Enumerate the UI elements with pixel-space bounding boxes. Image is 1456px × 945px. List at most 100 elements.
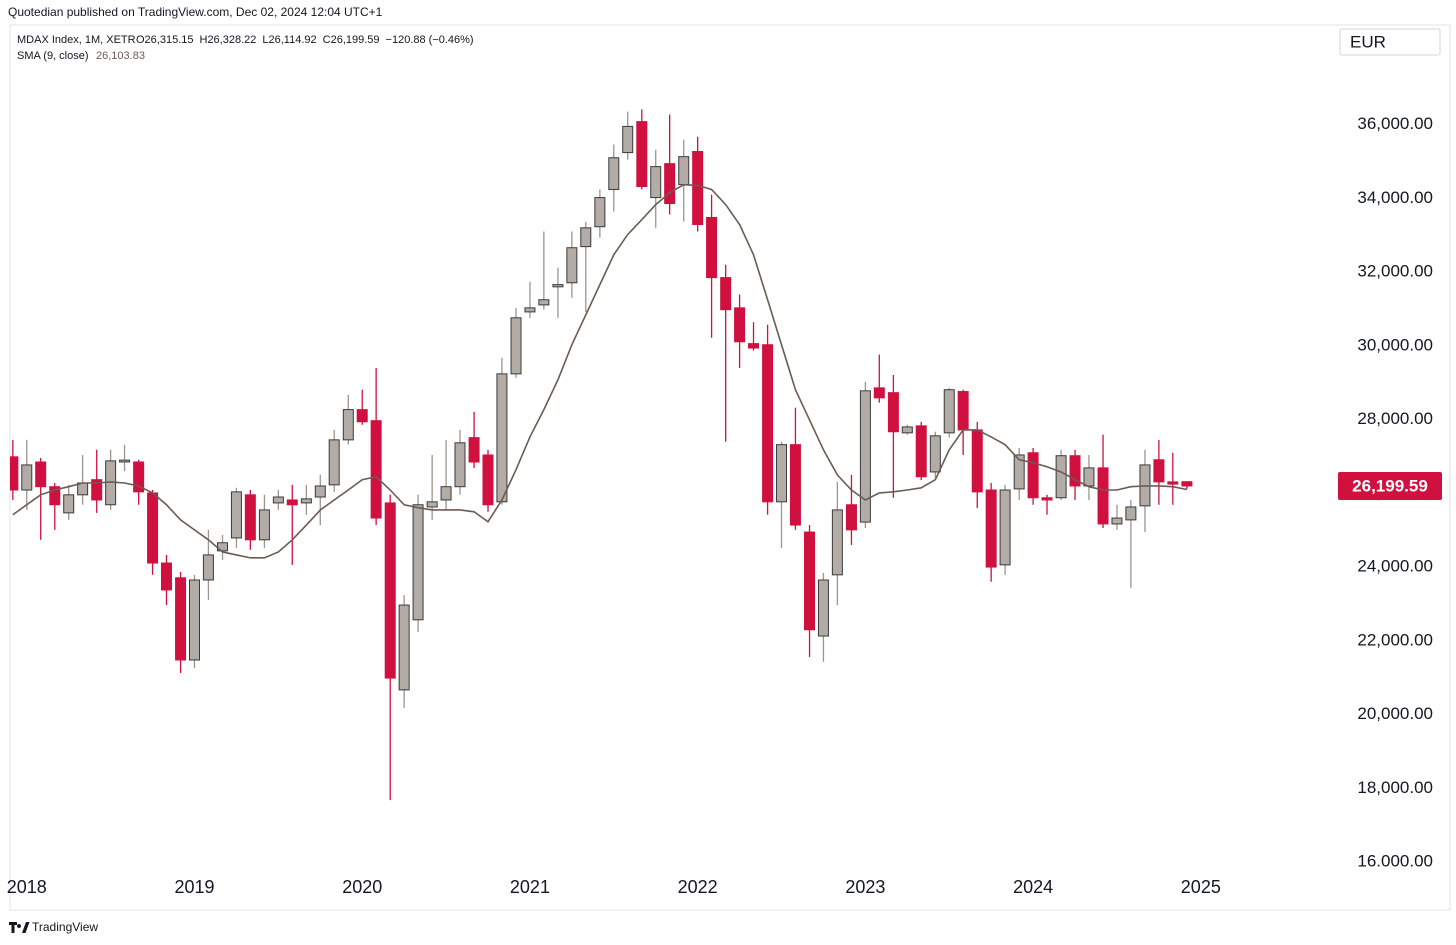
candle-body — [915, 425, 927, 478]
candle-body — [286, 499, 298, 506]
candle-body — [1181, 481, 1193, 487]
legend-values: O26,315.15 H26,328.22 L26,114.92 C26,199.59… — [136, 34, 474, 46]
candle-body — [426, 501, 438, 508]
candle-body — [859, 390, 871, 523]
candle-body — [748, 343, 760, 349]
candle-body — [258, 509, 270, 541]
candle-body — [957, 391, 969, 431]
x-tick-label: 2022 — [678, 877, 718, 897]
candle-body — [1027, 452, 1039, 499]
y-tick-label: 24,000.00 — [1357, 557, 1433, 576]
candle-body — [370, 420, 382, 519]
candle-body — [1167, 481, 1179, 485]
candle-body — [734, 307, 746, 343]
y-tick-label: 36,000.00 — [1357, 114, 1433, 133]
y-tick-label: 28,000.00 — [1357, 409, 1433, 428]
candle-body — [1083, 467, 1095, 487]
candle-body — [1125, 506, 1137, 521]
tradingview-logo — [9, 922, 30, 933]
candle-body — [35, 461, 47, 488]
candle-body — [440, 486, 452, 501]
publish-header: Quotedian published on TradingView.com, … — [8, 5, 383, 19]
candle-body — [985, 489, 997, 568]
candle-body — [538, 299, 550, 306]
candle-body — [175, 577, 187, 661]
candle-body — [678, 156, 690, 186]
candle-body — [1013, 454, 1025, 490]
candle-body — [482, 454, 494, 506]
y-tick-label: 30,000.00 — [1357, 335, 1433, 354]
candle-body — [202, 554, 214, 581]
y-tick-label: 18,000.00 — [1357, 778, 1433, 797]
currency-button[interactable] — [1339, 28, 1441, 56]
candle-body — [594, 197, 606, 228]
candle-body — [119, 459, 131, 463]
y-tick-label: 32,000.00 — [1357, 262, 1433, 281]
candle-body — [524, 307, 536, 313]
y-tick-label: 22,000.00 — [1357, 630, 1433, 649]
candle-body — [580, 227, 592, 248]
candle-body — [272, 496, 284, 504]
x-tick-label: 2018 — [7, 877, 47, 897]
y-tick-label: 20,000.00 — [1357, 704, 1433, 723]
candle-body — [999, 489, 1011, 566]
candle-body — [804, 531, 816, 631]
candle-body — [552, 284, 564, 288]
candle-body — [566, 247, 578, 284]
candle-body — [608, 157, 620, 190]
candle-body — [49, 486, 61, 506]
candle-body — [636, 121, 648, 188]
candle-body — [91, 479, 103, 501]
legend-value: H26,328.22 — [200, 34, 257, 46]
candle-body — [901, 426, 913, 434]
footer-brand: TradingView — [32, 920, 98, 934]
candle-body — [342, 409, 354, 441]
candle-body — [496, 373, 508, 503]
indicator-name: SMA (9, close) — [17, 50, 89, 62]
candle-body — [762, 344, 774, 503]
candle-body — [664, 163, 676, 204]
candle-body — [21, 464, 33, 491]
candle-body — [650, 166, 662, 199]
candle-body — [230, 491, 242, 539]
candle-body — [328, 439, 340, 486]
legend-value: L26,114.92 — [262, 34, 316, 46]
last-price-tag — [1338, 471, 1442, 500]
sma-line — [12, 183, 1188, 559]
legend-value: C26,199.59 — [323, 34, 380, 46]
candle-body — [454, 442, 466, 488]
x-tick-label: 2020 — [342, 877, 382, 897]
currency-label: EUR — [1350, 32, 1386, 51]
candle-body — [356, 409, 368, 423]
legend-title: MDAX Index, 1M, XETR — [17, 34, 136, 46]
y-tick-label: 34,000.00 — [1357, 188, 1433, 207]
candle-body — [873, 387, 885, 399]
candle-body — [692, 150, 704, 226]
candle-body — [1069, 455, 1081, 487]
candle-body — [1097, 467, 1109, 525]
candle-body — [398, 604, 410, 691]
candle-body — [244, 494, 256, 541]
candle-body — [622, 125, 634, 154]
candle-body — [412, 504, 424, 621]
candle-body — [831, 509, 843, 576]
legend-value: O26,315.15 — [136, 34, 194, 46]
candle-body — [789, 444, 801, 526]
candle-body — [147, 492, 159, 564]
indicator-value: 26,103.83 — [96, 50, 145, 62]
candle-body — [77, 482, 89, 496]
candle-body — [314, 485, 326, 498]
x-tick-label: 2025 — [1181, 877, 1221, 897]
candle-body — [160, 562, 172, 591]
candle-body — [188, 579, 200, 661]
candle-body — [1153, 459, 1165, 483]
candle-body — [384, 502, 396, 679]
candle-body — [845, 504, 857, 531]
candle-body — [510, 317, 522, 375]
candle-body — [300, 498, 312, 504]
x-tick-label: 2024 — [1013, 877, 1053, 897]
candle-body — [706, 216, 718, 279]
y-tick-label: 16.000.00 — [1357, 852, 1433, 871]
candle-body — [468, 437, 480, 463]
